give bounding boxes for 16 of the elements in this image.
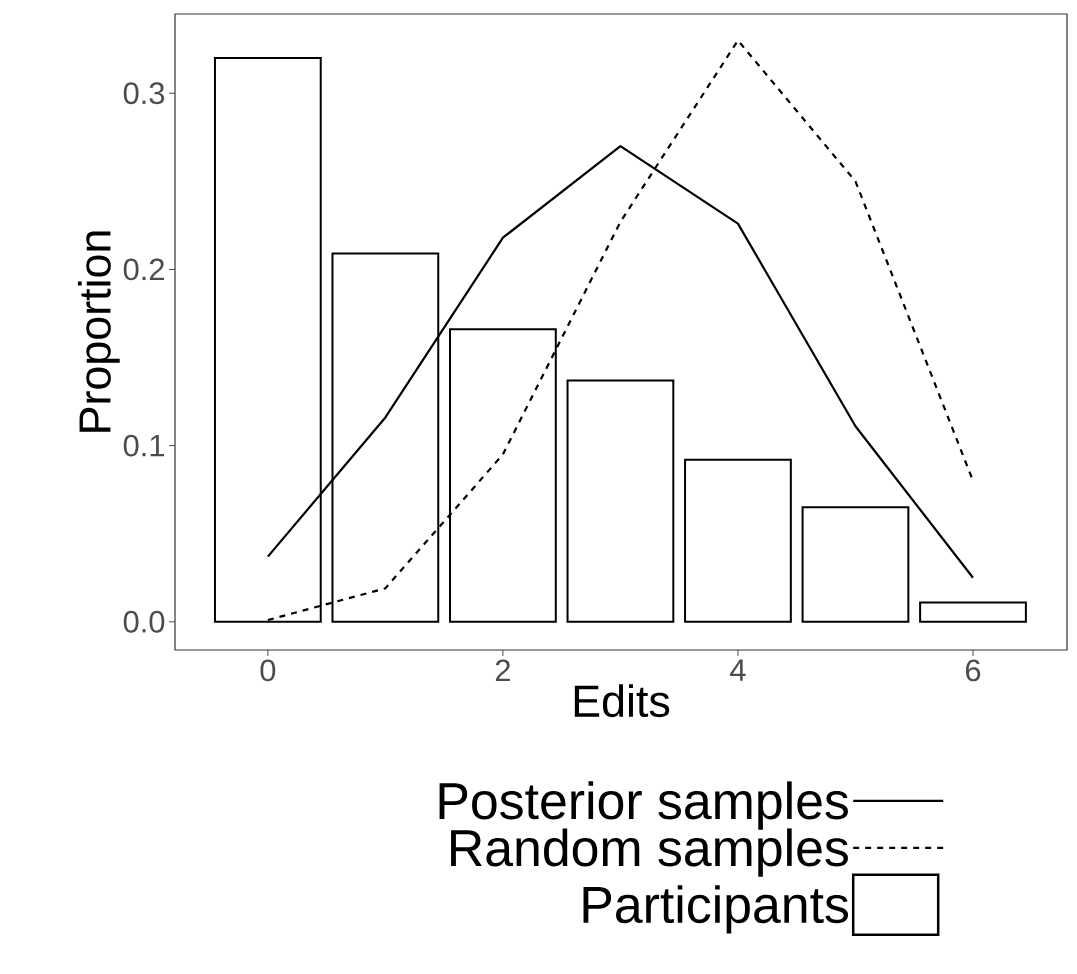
legend-label: Participants: [583, 885, 849, 934]
bar: [801, 506, 910, 623]
y-axis-title: Proportion: [77, 231, 120, 432]
y-tick-label: 0.2: [123, 258, 164, 281]
legend-label: Random samples: [451, 828, 848, 877]
x-tick-label: 2: [495, 659, 510, 682]
x-axis-title: Edits: [574, 684, 670, 718]
bar: [684, 458, 792, 623]
x-tick-label: 0: [260, 659, 276, 682]
bar: [566, 379, 675, 623]
bar: [919, 601, 1027, 623]
x-tick-label: 6: [965, 659, 981, 682]
y-tick-label: 0.0: [123, 610, 165, 633]
y-tick-label: 0.1: [123, 434, 164, 457]
y-tick-label: 0.3: [123, 82, 165, 105]
x-tick-label: 4: [730, 659, 746, 681]
